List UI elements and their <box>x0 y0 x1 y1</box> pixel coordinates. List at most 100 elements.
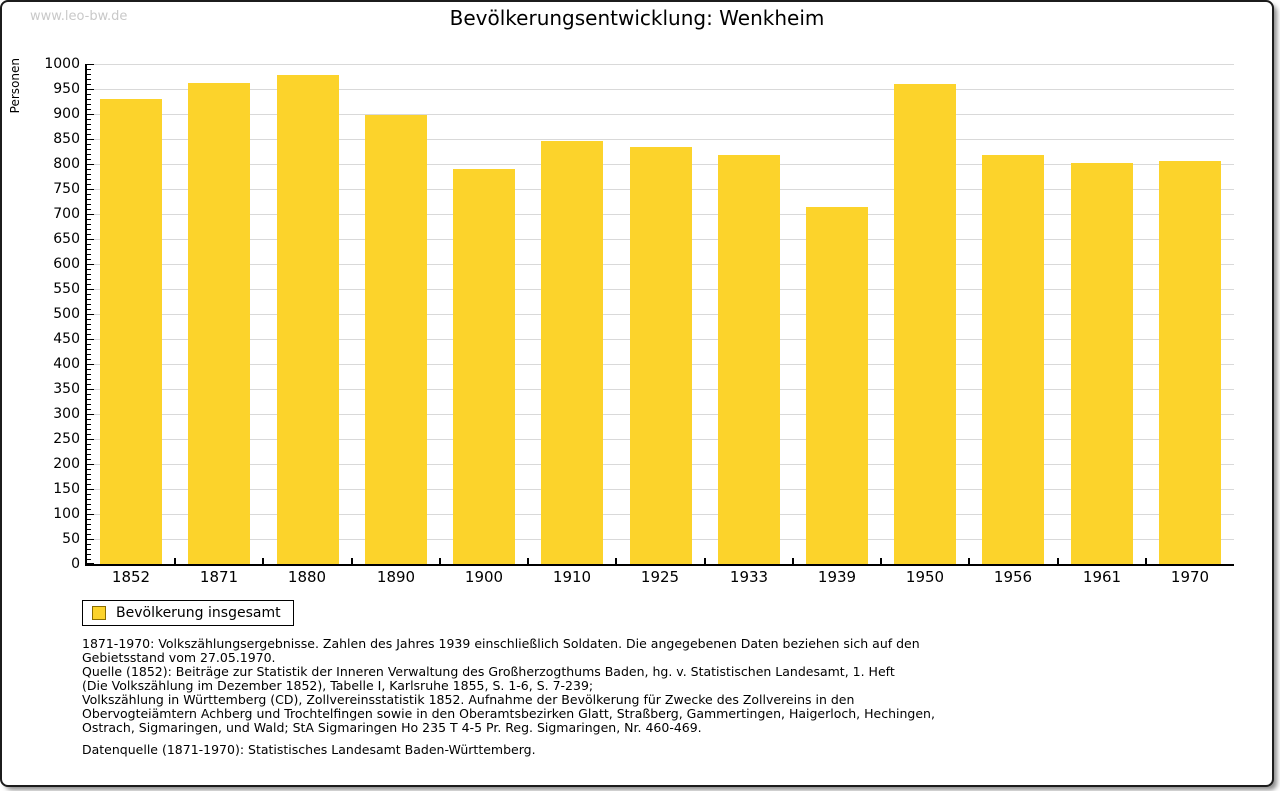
y-axis-minor-tick <box>87 284 91 285</box>
bar-1933 <box>718 155 780 564</box>
legend-swatch-icon <box>92 606 106 620</box>
y-axis-tick-label: 650 <box>53 231 80 247</box>
y-axis-minor-tick <box>87 519 91 520</box>
y-axis-minor-tick <box>87 499 91 500</box>
y-axis-minor-tick <box>87 169 91 170</box>
y-axis-minor-tick <box>87 274 91 275</box>
y-axis-minor-tick <box>87 179 91 180</box>
x-axis-tick-label: 1956 <box>993 568 1033 586</box>
x-axis-tick <box>174 558 176 564</box>
y-axis-minor-tick <box>87 94 91 95</box>
y-axis-major-tick <box>87 239 94 240</box>
x-axis-tick <box>262 558 264 564</box>
gridline <box>87 89 1234 90</box>
watermark: www.leo-bw.de <box>30 9 128 24</box>
y-axis-tick-label: 350 <box>53 381 80 397</box>
y-axis-minor-tick <box>87 234 91 235</box>
y-axis-major-tick <box>87 339 94 340</box>
y-axis-major-tick <box>87 439 94 440</box>
y-axis-minor-tick <box>87 374 91 375</box>
y-axis-minor-tick <box>87 529 91 530</box>
x-axis-tick-label: 1900 <box>464 568 504 586</box>
y-axis-minor-tick <box>87 379 91 380</box>
y-axis-minor-tick <box>87 369 91 370</box>
y-axis-minor-tick <box>87 444 91 445</box>
legend: Bevölkerung insgesamt <box>82 600 294 626</box>
legend-label: Bevölkerung insgesamt <box>116 605 281 621</box>
y-axis-tick-label: 400 <box>53 356 80 372</box>
y-axis-minor-tick <box>87 119 91 120</box>
bar-1871 <box>188 83 250 564</box>
footnote-line: Gebietsstand vom 27.05.1970. <box>82 650 276 665</box>
x-axis-tick <box>968 558 970 564</box>
y-axis-minor-tick <box>87 449 91 450</box>
bar-1950 <box>894 84 956 564</box>
y-axis-minor-tick <box>87 404 91 405</box>
y-axis-minor-tick <box>87 79 91 80</box>
y-axis-tick-label: 150 <box>53 481 80 497</box>
y-axis-minor-tick <box>87 399 91 400</box>
y-axis-minor-tick <box>87 419 91 420</box>
y-axis-minor-tick <box>87 209 91 210</box>
x-axis-tick-label: 1852 <box>111 568 151 586</box>
y-axis-minor-tick <box>87 279 91 280</box>
y-axis-minor-tick <box>87 534 91 535</box>
x-axis-tick <box>880 558 882 564</box>
gridline <box>87 64 1234 65</box>
y-axis-major-tick <box>87 314 94 315</box>
plot-area <box>85 64 1234 566</box>
y-axis-minor-tick <box>87 454 91 455</box>
y-axis-minor-tick <box>87 129 91 130</box>
x-axis-tick-label: 1939 <box>817 568 857 586</box>
y-axis-major-tick <box>87 89 94 90</box>
chart-title: Bevölkerungsentwicklung: Wenkheim <box>449 6 825 30</box>
y-axis-minor-tick <box>87 349 91 350</box>
y-axis-minor-tick <box>87 544 91 545</box>
y-axis-tick-label: 600 <box>53 256 80 272</box>
y-axis-minor-tick <box>87 524 91 525</box>
y-axis-minor-tick <box>87 324 91 325</box>
x-axis-tick-label: 1925 <box>640 568 680 586</box>
y-axis-minor-tick <box>87 159 91 160</box>
y-axis-tick-label: 550 <box>53 281 80 297</box>
y-axis-major-tick <box>87 189 94 190</box>
y-axis-tick-label: 700 <box>53 206 80 222</box>
y-axis-minor-tick <box>87 484 91 485</box>
y-axis-minor-tick <box>87 244 91 245</box>
y-axis-minor-tick <box>87 309 91 310</box>
y-axis-tick-label: 800 <box>53 156 80 172</box>
y-axis-minor-tick <box>87 554 91 555</box>
y-axis-minor-tick <box>87 249 91 250</box>
y-axis-major-tick <box>87 414 94 415</box>
y-axis-major-tick <box>87 364 94 365</box>
footnote-line: Ostrach, Sigmaringen, und Wald; StA Sigm… <box>82 720 702 735</box>
y-axis-minor-tick <box>87 384 91 385</box>
y-axis-tick-label: 900 <box>53 106 80 122</box>
y-axis-title: Personen <box>8 58 22 114</box>
footnote-line: Quelle (1852): Beiträge zur Statistik de… <box>82 664 895 679</box>
y-axis-minor-tick <box>87 559 91 560</box>
y-axis-minor-tick <box>87 479 91 480</box>
y-axis-minor-tick <box>87 194 91 195</box>
datasource-line: Datenquelle (1871-1970): Statistisches L… <box>82 742 536 757</box>
y-axis-minor-tick <box>87 204 91 205</box>
y-axis-major-tick <box>87 214 94 215</box>
y-axis-minor-tick <box>87 359 91 360</box>
x-axis-tick-label: 1933 <box>729 568 769 586</box>
y-axis-tick-label: 1000 <box>44 56 80 72</box>
y-axis-tick-label: 200 <box>53 456 80 472</box>
y-axis-minor-tick <box>87 174 91 175</box>
y-axis-minor-tick <box>87 394 91 395</box>
y-axis-minor-tick <box>87 354 91 355</box>
x-axis-tick <box>615 558 617 564</box>
x-axis-tick <box>351 558 353 564</box>
y-axis-major-tick <box>87 164 94 165</box>
bar-1900 <box>453 169 515 564</box>
y-axis-minor-tick <box>87 329 91 330</box>
y-axis-tick-label: 950 <box>53 81 80 97</box>
y-axis-minor-tick <box>87 294 91 295</box>
bar-1925 <box>630 147 692 564</box>
y-axis-minor-tick <box>87 334 91 335</box>
bar-1961 <box>1071 163 1133 564</box>
bar-1970 <box>1159 161 1221 564</box>
